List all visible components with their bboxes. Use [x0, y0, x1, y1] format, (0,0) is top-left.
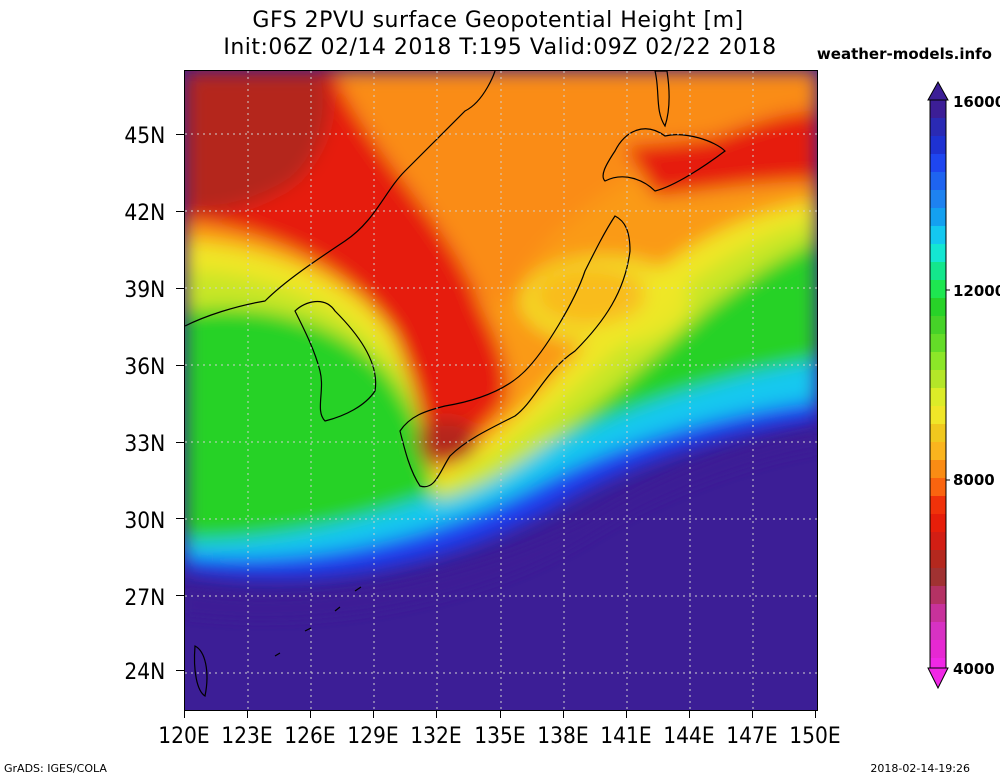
map-grid — [185, 71, 817, 710]
map-subtitle: Init:06Z 02/14 2018 T:195 Valid:09Z 02/2… — [223, 35, 777, 60]
lon-tick — [752, 710, 753, 718]
lon-label-129e: 129E — [347, 724, 399, 749]
lon-label-144e: 144E — [663, 724, 715, 749]
colorbar-label-16000: 16000 — [953, 93, 1000, 111]
lat-label-33n: 33N — [124, 432, 166, 457]
lat-tick — [176, 365, 184, 366]
colorbar — [927, 80, 950, 690]
footer-timestamp: 2018-02-14-19:26 — [870, 762, 970, 775]
lon-label-141e: 141E — [600, 724, 652, 749]
lat-label-30n: 30N — [124, 509, 166, 534]
colorbar-label-12000: 12000 — [953, 282, 1000, 300]
lon-tick — [247, 710, 248, 718]
lon-tick — [626, 710, 627, 718]
lon-tick — [310, 710, 311, 718]
lat-tick — [176, 288, 184, 289]
lon-label-138e: 138E — [537, 724, 589, 749]
lon-tick — [500, 710, 501, 718]
geopotential-field — [185, 71, 817, 710]
lat-label-45n: 45N — [124, 124, 166, 149]
lon-label-150e: 150E — [789, 724, 841, 749]
lat-tick — [176, 595, 184, 596]
colorbar-label-4000: 4000 — [953, 660, 995, 678]
lon-label-147e: 147E — [726, 724, 778, 749]
lon-tick — [815, 710, 816, 718]
lon-tick — [184, 710, 185, 718]
map-plot-area — [184, 70, 818, 711]
lat-tick — [176, 518, 184, 519]
lat-label-39n: 39N — [124, 278, 166, 303]
lon-tick — [563, 710, 564, 718]
site-label: weather-models.info — [816, 45, 992, 63]
lon-tick — [436, 710, 437, 718]
colorbar-label-8000: 8000 — [953, 471, 995, 489]
lat-tick — [176, 442, 184, 443]
lat-label-27n: 27N — [124, 586, 166, 611]
lat-label-42n: 42N — [124, 201, 166, 226]
lon-tick — [373, 710, 374, 718]
footer-software: GrADS: IGES/COLA — [4, 762, 107, 775]
lon-tick — [689, 710, 690, 718]
lat-tick — [176, 211, 184, 212]
lat-label-24n: 24N — [124, 660, 166, 685]
map-title: GFS 2PVU surface Geopotential Height [m] — [252, 8, 744, 33]
lon-label-132e: 132E — [410, 724, 462, 749]
lat-label-36n: 36N — [124, 355, 166, 380]
lat-tick — [176, 670, 184, 671]
lat-tick — [176, 134, 184, 135]
lon-label-123e: 123E — [221, 724, 273, 749]
lon-label-120e: 120E — [158, 724, 210, 749]
lon-label-126e: 126E — [284, 724, 336, 749]
lon-label-135e: 135E — [474, 724, 526, 749]
